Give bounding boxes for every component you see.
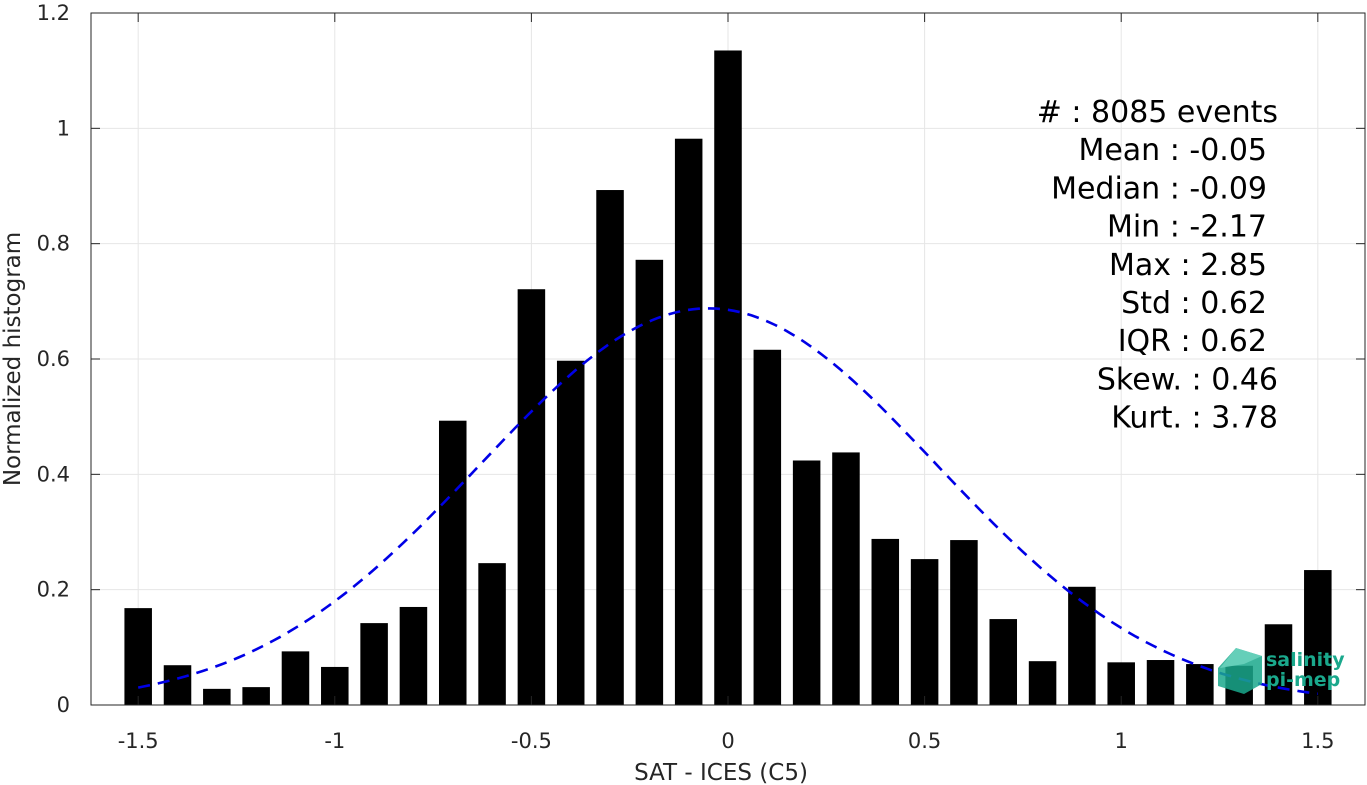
x-axis-label: SAT - ICES (C5) — [634, 760, 808, 785]
histogram-bar — [832, 452, 860, 705]
y-axis-label: Normalized histogram — [0, 232, 26, 486]
histogram-bar — [360, 623, 388, 705]
x-tick-label: 1 — [1115, 729, 1128, 753]
histogram-bar — [124, 608, 152, 705]
stat-line: Std : 0.62 — [1121, 286, 1267, 321]
histogram-bar — [1028, 661, 1057, 705]
histogram-bar — [556, 360, 585, 705]
stat-line: Min : -2.17 — [1107, 210, 1267, 245]
histogram-bar — [242, 687, 270, 705]
y-tick-label: 0.6 — [37, 347, 70, 371]
histogram-bar — [753, 349, 782, 705]
histogram-bar — [1186, 664, 1214, 705]
histogram-bar — [517, 289, 546, 705]
histogram-bar — [950, 540, 978, 705]
y-tick-label: 0 — [57, 693, 70, 717]
histogram-bar — [989, 619, 1018, 705]
y-tick-label: 0.8 — [37, 232, 70, 256]
logo-text-salinity: salinity — [1266, 649, 1345, 671]
stat-line: # : 8085 events — [1037, 95, 1278, 130]
normal-fit-line — [137, 307, 1318, 696]
salinity-pimep-logo: salinity pi-mep — [1218, 648, 1345, 694]
histogram-bar — [714, 50, 742, 705]
stat-line: Mean : -0.05 — [1078, 133, 1267, 168]
histogram-bar — [438, 420, 467, 705]
x-tick-labels: -1.5 -1 -0.5 0 0.5 1 1.5 — [118, 729, 1335, 753]
y-tick-labels: 0 0.2 0.4 0.6 0.8 1 1.2 — [37, 1, 70, 717]
x-tick-label: -0.5 — [511, 729, 552, 753]
histogram-bar — [281, 651, 310, 705]
normal-fit-curve — [137, 307, 1318, 696]
stat-line: Median : -0.09 — [1051, 171, 1267, 206]
logo-text-pimep: pi-mep — [1266, 669, 1340, 691]
y-tick-label: 1.2 — [37, 1, 70, 25]
histogram-bar — [1264, 624, 1293, 705]
y-tick-label: 0.2 — [37, 578, 70, 602]
x-tick-label: 1.5 — [1301, 729, 1334, 753]
x-tick-label: -1 — [324, 729, 345, 753]
histogram-bar — [1068, 586, 1096, 705]
histogram-bar — [1304, 570, 1332, 705]
histogram-bar — [596, 190, 624, 705]
x-tick-label: 0 — [721, 729, 734, 753]
x-tick-label: -1.5 — [118, 729, 159, 753]
histogram-bar — [1146, 660, 1175, 705]
histogram-bar — [635, 259, 664, 705]
stat-line: Skew. : 0.46 — [1097, 362, 1278, 397]
histogram-bar — [871, 538, 900, 705]
stat-line: IQR : 0.62 — [1118, 324, 1267, 359]
histogram-bar — [478, 563, 506, 705]
histogram-bar — [910, 559, 939, 705]
histogram-bar — [674, 138, 703, 706]
histogram-bar — [399, 606, 428, 705]
histogram-bar — [163, 665, 192, 705]
axis-ticks — [91, 12, 1365, 706]
y-tick-label: 1 — [57, 116, 70, 140]
stat-line: Max : 2.85 — [1109, 248, 1267, 283]
logo-cube-face — [1220, 648, 1262, 668]
histogram-bar — [203, 688, 231, 705]
histogram-bar — [792, 460, 821, 705]
histogram-bars — [124, 50, 1332, 706]
stat-line: Kurt. : 3.78 — [1111, 401, 1278, 436]
x-tick-label: 0.5 — [908, 729, 941, 753]
y-tick-label: 0.4 — [37, 462, 70, 486]
